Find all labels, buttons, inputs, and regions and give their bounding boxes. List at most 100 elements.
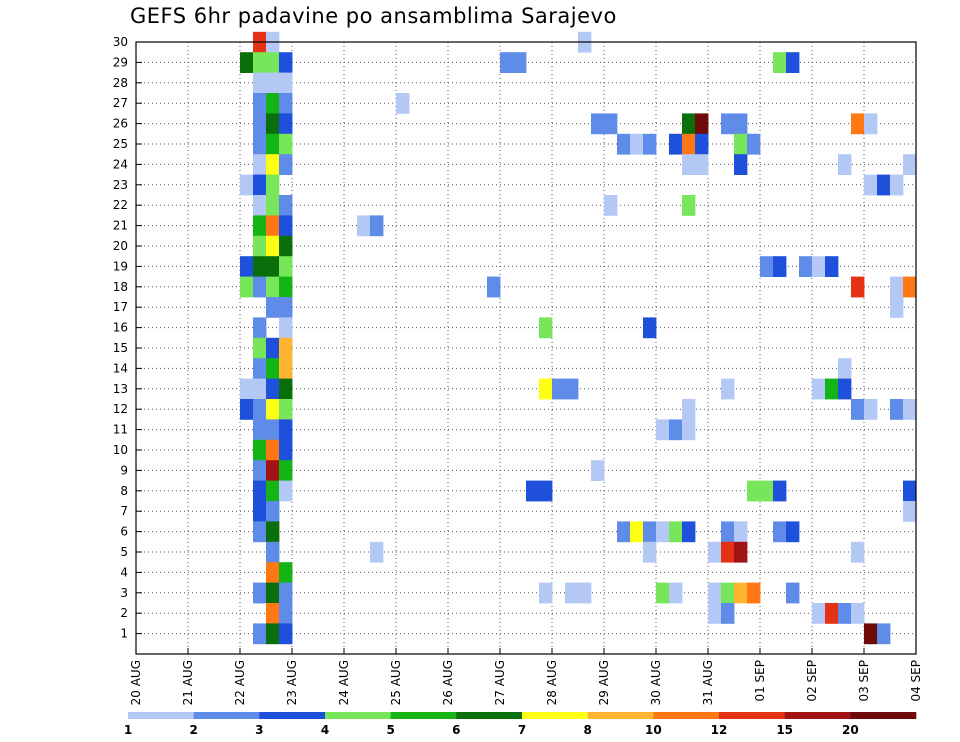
heatmap-cell bbox=[253, 480, 267, 502]
heatmap-cell bbox=[890, 276, 904, 298]
heatmap-cell bbox=[253, 215, 267, 237]
heatmap-cell bbox=[253, 52, 267, 73]
heatmap-cell bbox=[266, 460, 280, 481]
heatmap-cell bbox=[591, 460, 605, 481]
heatmap-cells bbox=[240, 31, 917, 645]
heatmap-cell bbox=[253, 154, 267, 175]
colorbar-swatch bbox=[325, 712, 391, 719]
heatmap-cell bbox=[734, 133, 748, 155]
heatmap-cell bbox=[747, 133, 761, 155]
heatmap-cell bbox=[266, 52, 280, 73]
heatmap-cell bbox=[786, 52, 800, 73]
colorbar-label: 8 bbox=[583, 723, 591, 737]
x-tick-labels: 20 AUG 21 AUG 22 AUG 23 AUG 24 AUG 25 AUG 26 A… bbox=[129, 660, 923, 705]
heatmap-cell bbox=[240, 399, 254, 420]
heatmap-cell bbox=[279, 337, 293, 359]
heatmap-cell bbox=[266, 195, 280, 216]
colorbar-label: 3 bbox=[255, 723, 263, 737]
heatmap-cell bbox=[812, 378, 826, 400]
heatmap-cell bbox=[253, 582, 267, 604]
heatmap-cell bbox=[604, 113, 618, 135]
heatmap-cell bbox=[253, 174, 267, 196]
x-tick-label: 28 AUG bbox=[545, 660, 559, 705]
heatmap-cell bbox=[370, 541, 384, 563]
heatmap-cell bbox=[682, 399, 696, 420]
y-tick-label: 10 bbox=[113, 443, 128, 457]
heatmap-cell bbox=[760, 480, 774, 502]
x-tick-label: 22 AUG bbox=[233, 660, 247, 705]
heatmap-cell bbox=[695, 113, 709, 135]
heatmap-cell bbox=[253, 521, 267, 543]
heatmap-cell bbox=[266, 378, 280, 400]
heatmap-cell bbox=[266, 501, 280, 522]
x-tick-label: 04 SEP bbox=[909, 660, 923, 702]
heatmap-cell bbox=[721, 603, 735, 624]
heatmap-cell bbox=[734, 154, 748, 175]
heatmap-cell bbox=[266, 541, 280, 563]
colorbar-swatch bbox=[719, 712, 785, 719]
heatmap-cell bbox=[799, 256, 813, 277]
heatmap-cell bbox=[266, 174, 280, 196]
heatmap-cell bbox=[279, 276, 293, 298]
heatmap-cell bbox=[669, 133, 683, 155]
heatmap-cell bbox=[669, 582, 683, 604]
y-tick-label: 29 bbox=[113, 55, 128, 69]
heatmap-cell bbox=[253, 501, 267, 522]
y-tick-label: 7 bbox=[120, 504, 128, 518]
y-tick-label: 12 bbox=[113, 402, 128, 416]
heatmap-cell bbox=[253, 235, 267, 257]
x-tick-label: 25 AUG bbox=[389, 660, 403, 705]
heatmap-cell bbox=[279, 562, 293, 583]
colorbar-swatch bbox=[587, 712, 654, 719]
heatmap-cell bbox=[838, 358, 852, 379]
heatmap-cell bbox=[279, 317, 293, 339]
heatmap-cell bbox=[396, 93, 410, 114]
heatmap-cell bbox=[279, 582, 293, 604]
colorbar-swatch bbox=[259, 712, 326, 719]
y-tick-label: 20 bbox=[113, 239, 128, 253]
y-tick-label: 25 bbox=[113, 137, 128, 151]
heatmap-cell bbox=[500, 52, 514, 73]
heatmap-cell bbox=[825, 603, 839, 624]
heatmap-cell bbox=[279, 419, 293, 441]
heatmap-cell bbox=[253, 378, 267, 400]
x-tick-label: 23 AUG bbox=[285, 660, 299, 705]
heatmap-cell bbox=[240, 276, 254, 298]
heatmap-cell bbox=[539, 582, 553, 604]
colorbar-swatch bbox=[128, 712, 194, 719]
y-tick-label: 27 bbox=[113, 96, 128, 110]
heatmap-cell bbox=[773, 521, 787, 543]
heatmap-cell bbox=[539, 317, 553, 339]
x-tick-label: 21 AUG bbox=[181, 660, 195, 705]
colorbar-label: 10 bbox=[645, 723, 662, 737]
heatmap-cell bbox=[656, 419, 670, 441]
colorbar-swatch bbox=[522, 712, 588, 719]
heatmap-cell bbox=[643, 317, 657, 339]
x-tick-label: 31 AUG bbox=[701, 660, 715, 705]
x-tick-label: 01 SEP bbox=[753, 660, 767, 702]
heatmap-cell bbox=[279, 113, 293, 135]
colorbar-label: 1 bbox=[124, 723, 132, 737]
heatmap-cell bbox=[266, 419, 280, 441]
y-tick-label: 9 bbox=[120, 463, 128, 477]
heatmap-cell bbox=[240, 256, 254, 277]
heatmap-cell bbox=[708, 603, 722, 624]
heatmap-cell bbox=[578, 582, 592, 604]
heatmap-cell bbox=[773, 480, 787, 502]
heatmap-cell bbox=[617, 521, 631, 543]
heatmap-cell bbox=[695, 154, 709, 175]
heatmap-cell bbox=[656, 582, 670, 604]
heatmap-cell bbox=[734, 582, 748, 604]
heatmap-cell bbox=[643, 541, 657, 563]
heatmap-cell bbox=[721, 582, 735, 604]
heatmap-cell bbox=[266, 93, 280, 114]
heatmap-cell bbox=[708, 541, 722, 563]
colorbar-swatch bbox=[784, 712, 851, 719]
heatmap-cell bbox=[279, 480, 293, 502]
heatmap-cell bbox=[708, 582, 722, 604]
y-tick-label: 16 bbox=[113, 321, 128, 335]
colorbar-swatch bbox=[456, 712, 523, 719]
x-tick-label: 27 AUG bbox=[493, 660, 507, 705]
heatmap-cell bbox=[279, 460, 293, 481]
